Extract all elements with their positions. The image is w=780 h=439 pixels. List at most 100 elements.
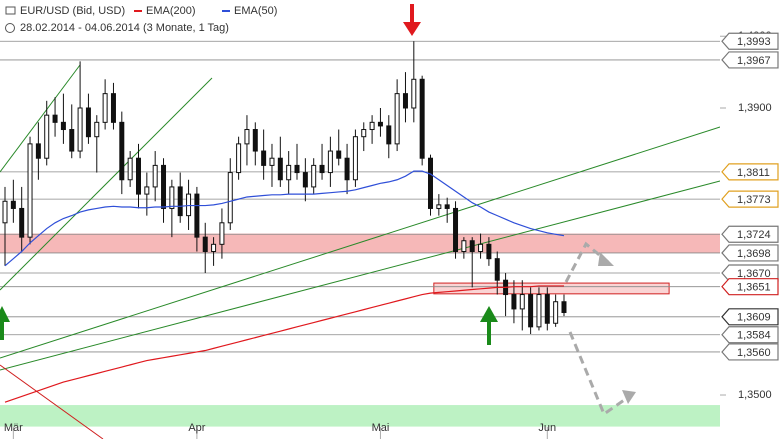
- candle-body: [419, 78, 425, 159]
- trend-line: [0, 126, 721, 359]
- candle-body: [135, 157, 141, 195]
- candle-body: [19, 207, 25, 238]
- candle-body: [553, 301, 559, 324]
- candle-body: [402, 93, 408, 109]
- candle-body: [85, 107, 91, 138]
- candle-body: [119, 121, 125, 181]
- candle-body: [352, 136, 358, 181]
- candle-body: [427, 157, 433, 209]
- candle-body: [369, 121, 375, 131]
- trend-line: [0, 64, 81, 173]
- y-tick-label: 1,3500: [738, 389, 772, 401]
- level-label: 1,3560: [737, 347, 771, 359]
- zone: [0, 233, 720, 253]
- x-tick-label: Jun: [538, 422, 556, 434]
- candle-body: [294, 164, 300, 174]
- level-label-box: [721, 190, 779, 208]
- candle-body: [227, 172, 233, 224]
- candle-body: [461, 240, 467, 253]
- candle-body: [244, 129, 250, 145]
- candle-body: [386, 125, 392, 145]
- candle-body: [411, 78, 417, 109]
- candle-body: [444, 204, 450, 209]
- candle-body: [344, 157, 350, 181]
- candle-body: [327, 150, 333, 174]
- axis: MärAprMaiJun1,35001,39001,40001,39931,39…: [4, 30, 779, 434]
- header-icon: [5, 6, 16, 15]
- candle-body: [469, 240, 475, 253]
- candle-body: [169, 186, 175, 209]
- header: EUR/USD (Bid, USD) EMA(200) EMA(50) 28.0…: [5, 5, 277, 34]
- candle-body: [27, 143, 33, 238]
- level-label: 1,3698: [737, 248, 771, 260]
- price-axis: [720, 0, 780, 439]
- candle-body: [486, 243, 492, 260]
- candle-body: [536, 294, 542, 328]
- legend-label: EMA(50): [234, 5, 277, 17]
- candle-body: [219, 222, 225, 245]
- level-label-box: [721, 343, 779, 361]
- candle-body: [269, 157, 275, 166]
- x-tick-label: Mai: [372, 422, 390, 434]
- level-label: 1,3993: [737, 36, 771, 48]
- candle-body: [202, 236, 208, 253]
- level-label-box: [721, 51, 779, 69]
- candle-body: [211, 243, 217, 253]
- level-label: 1,3651: [737, 282, 771, 294]
- candle-body: [236, 143, 242, 174]
- candle-body: [194, 193, 200, 238]
- level-label-box: [721, 244, 779, 262]
- chart-subtitle: 28.02.2014 - 04.06.2014 (3 Monate, 1 Tag…: [20, 22, 229, 34]
- candle-body: [544, 294, 550, 324]
- trend-line: [0, 77, 213, 291]
- candle-body: [127, 157, 133, 181]
- candle-body: [10, 200, 16, 209]
- trend-line: [0, 180, 721, 371]
- candle-body: [511, 294, 517, 310]
- level-label-box: [721, 308, 779, 326]
- x-tick-label: Mär: [4, 422, 23, 434]
- level-label-box: [721, 225, 779, 243]
- ema-line: [4, 285, 564, 403]
- candle-body: [186, 193, 192, 217]
- candle-body: [110, 93, 116, 123]
- level-label: 1,3584: [737, 330, 771, 342]
- candle-body: [528, 294, 534, 328]
- candle-body: [394, 93, 400, 145]
- legend-label: EMA(200): [146, 5, 196, 17]
- zone: [0, 405, 720, 427]
- candle-body: [311, 164, 317, 188]
- level-label-box: [721, 32, 779, 50]
- level-label: 1,3773: [737, 194, 771, 206]
- candle-body: [44, 114, 50, 159]
- candle-body: [144, 186, 150, 195]
- candle-body: [319, 164, 325, 174]
- candle-body: [102, 93, 108, 123]
- candle-body: [286, 164, 292, 181]
- plot: [2, 41, 567, 403]
- zone: [433, 282, 670, 295]
- level-label-box: [721, 278, 779, 296]
- candle-body: [60, 121, 66, 131]
- candle-body: [519, 294, 525, 310]
- signal-arrows: [0, 4, 636, 417]
- level-label-box: [721, 163, 779, 181]
- candle-body: [177, 186, 183, 217]
- candle-body: [436, 204, 442, 209]
- candle-body: [277, 157, 283, 181]
- candle-body: [453, 207, 459, 253]
- candle-body: [261, 150, 267, 166]
- candle-body: [69, 129, 75, 152]
- candle-body: [94, 121, 100, 138]
- x-tick-label: Apr: [188, 422, 205, 434]
- candle-body: [377, 121, 383, 127]
- trend-line: [0, 364, 104, 439]
- ema-line: [4, 170, 565, 267]
- chart-title: EUR/USD (Bid, USD): [20, 5, 125, 17]
- candle-body: [336, 150, 342, 159]
- candle-body: [77, 107, 83, 152]
- candle-body: [494, 258, 500, 281]
- candle-body: [252, 129, 258, 152]
